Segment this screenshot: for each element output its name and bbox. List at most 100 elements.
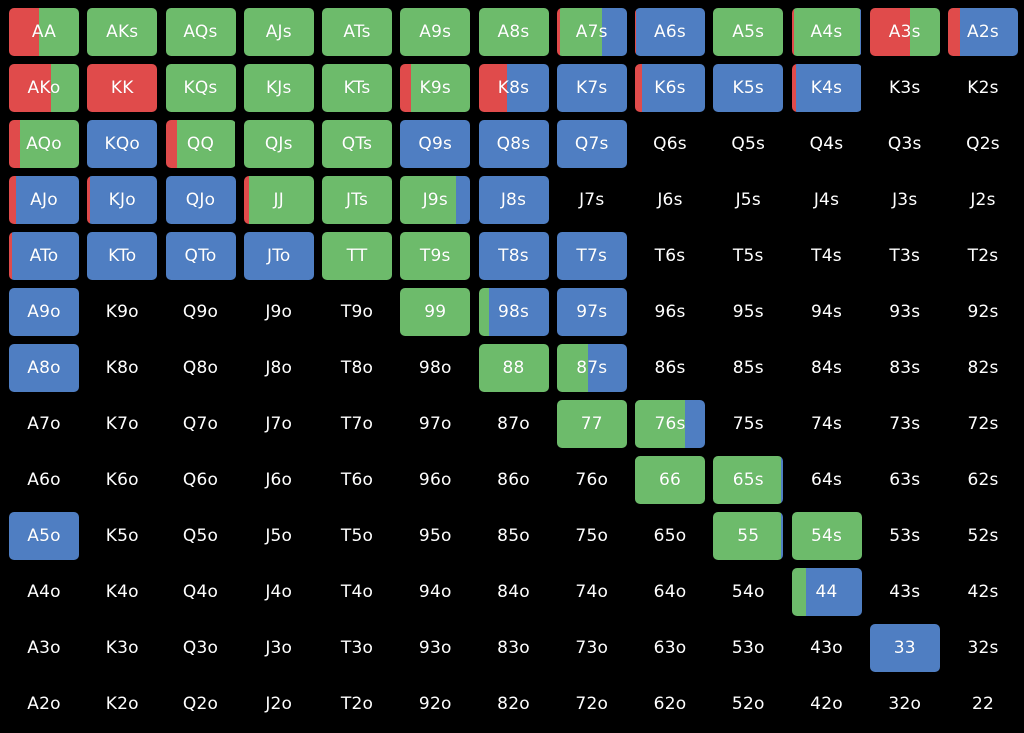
hand-cell-AA[interactable]: AA	[8, 7, 80, 57]
hand-cell-82s[interactable]: 82s	[947, 343, 1019, 393]
hand-cell-A4s[interactable]: A4s	[790, 7, 863, 57]
hand-cell-75s[interactable]: 75s	[712, 399, 785, 449]
hand-cell-KTs[interactable]: KTs	[321, 63, 393, 113]
hand-cell-Q9s[interactable]: Q9s	[399, 119, 472, 169]
hand-cell-A4o[interactable]: A4o	[8, 567, 80, 617]
hand-cell-65o[interactable]: 65o	[634, 511, 706, 561]
hand-cell-Q6o[interactable]: Q6o	[164, 455, 237, 505]
hand-cell-A6s[interactable]: A6s	[634, 7, 706, 57]
hand-cell-J5s[interactable]: J5s	[712, 175, 785, 225]
hand-cell-92s[interactable]: 92s	[947, 287, 1019, 337]
hand-cell-K6s[interactable]: K6s	[634, 63, 706, 113]
hand-cell-K7s[interactable]: K7s	[555, 63, 628, 113]
hand-cell-A3s[interactable]: A3s	[868, 7, 941, 57]
hand-cell-QJs[interactable]: QJs	[242, 119, 315, 169]
hand-cell-T2o[interactable]: T2o	[321, 679, 393, 729]
hand-cell-93s[interactable]: 93s	[868, 287, 941, 337]
hand-cell-K4s[interactable]: K4s	[790, 63, 863, 113]
hand-cell-83s[interactable]: 83s	[868, 343, 941, 393]
hand-cell-93o[interactable]: 93o	[399, 623, 472, 673]
hand-cell-TT[interactable]: TT	[321, 231, 393, 281]
hand-cell-64s[interactable]: 64s	[790, 455, 863, 505]
hand-cell-97o[interactable]: 97o	[399, 399, 472, 449]
hand-cell-A8s[interactable]: A8s	[477, 7, 550, 57]
hand-cell-KK[interactable]: KK	[86, 63, 159, 113]
hand-cell-85o[interactable]: 85o	[477, 511, 550, 561]
hand-cell-K2s[interactable]: K2s	[947, 63, 1019, 113]
hand-cell-AKs[interactable]: AKs	[86, 7, 159, 57]
hand-cell-JTs[interactable]: JTs	[321, 175, 393, 225]
hand-cell-T6o[interactable]: T6o	[321, 455, 393, 505]
hand-cell-AJo[interactable]: AJo	[8, 175, 80, 225]
hand-cell-J6s[interactable]: J6s	[634, 175, 706, 225]
hand-cell-K9s[interactable]: K9s	[399, 63, 472, 113]
hand-cell-K9o[interactable]: K9o	[86, 287, 159, 337]
hand-cell-JJ[interactable]: JJ	[242, 175, 315, 225]
hand-cell-42s[interactable]: 42s	[947, 567, 1019, 617]
hand-cell-K3o[interactable]: K3o	[86, 623, 159, 673]
hand-cell-Q4s[interactable]: Q4s	[790, 119, 863, 169]
hand-cell-K6o[interactable]: K6o	[86, 455, 159, 505]
hand-cell-T4s[interactable]: T4s	[790, 231, 863, 281]
hand-cell-53o[interactable]: 53o	[712, 623, 785, 673]
hand-cell-ATs[interactable]: ATs	[321, 7, 393, 57]
hand-cell-95s[interactable]: 95s	[712, 287, 785, 337]
hand-cell-K4o[interactable]: K4o	[86, 567, 159, 617]
hand-cell-32o[interactable]: 32o	[868, 679, 941, 729]
hand-cell-AJs[interactable]: AJs	[242, 7, 315, 57]
hand-cell-Q7s[interactable]: Q7s	[555, 119, 628, 169]
hand-cell-A5o[interactable]: A5o	[8, 511, 80, 561]
hand-cell-83o[interactable]: 83o	[477, 623, 550, 673]
hand-cell-A7o[interactable]: A7o	[8, 399, 80, 449]
hand-cell-T5s[interactable]: T5s	[712, 231, 785, 281]
hand-cell-A7s[interactable]: A7s	[555, 7, 628, 57]
hand-cell-J5o[interactable]: J5o	[242, 511, 315, 561]
hand-cell-75o[interactable]: 75o	[555, 511, 628, 561]
hand-cell-95o[interactable]: 95o	[399, 511, 472, 561]
hand-cell-A6o[interactable]: A6o	[8, 455, 80, 505]
hand-cell-84s[interactable]: 84s	[790, 343, 863, 393]
hand-cell-55[interactable]: 55	[712, 511, 785, 561]
hand-cell-J2o[interactable]: J2o	[242, 679, 315, 729]
hand-cell-22[interactable]: 22	[947, 679, 1019, 729]
hand-cell-73o[interactable]: 73o	[555, 623, 628, 673]
hand-cell-K5o[interactable]: K5o	[86, 511, 159, 561]
hand-cell-87s[interactable]: 87s	[555, 343, 628, 393]
hand-cell-QQ[interactable]: QQ	[164, 119, 237, 169]
hand-cell-43o[interactable]: 43o	[790, 623, 863, 673]
hand-cell-T8o[interactable]: T8o	[321, 343, 393, 393]
hand-cell-98o[interactable]: 98o	[399, 343, 472, 393]
hand-cell-Q5o[interactable]: Q5o	[164, 511, 237, 561]
hand-cell-J8s[interactable]: J8s	[477, 175, 550, 225]
hand-cell-87o[interactable]: 87o	[477, 399, 550, 449]
hand-cell-J8o[interactable]: J8o	[242, 343, 315, 393]
hand-cell-Q3o[interactable]: Q3o	[164, 623, 237, 673]
hand-cell-62o[interactable]: 62o	[634, 679, 706, 729]
hand-cell-76s[interactable]: 76s	[634, 399, 706, 449]
hand-cell-63o[interactable]: 63o	[634, 623, 706, 673]
hand-cell-73s[interactable]: 73s	[868, 399, 941, 449]
hand-cell-A2o[interactable]: A2o	[8, 679, 80, 729]
hand-cell-ATo[interactable]: ATo	[8, 231, 80, 281]
hand-cell-42o[interactable]: 42o	[790, 679, 863, 729]
hand-cell-63s[interactable]: 63s	[868, 455, 941, 505]
hand-cell-44[interactable]: 44	[790, 567, 863, 617]
hand-cell-K3s[interactable]: K3s	[868, 63, 941, 113]
hand-cell-52o[interactable]: 52o	[712, 679, 785, 729]
hand-cell-A5s[interactable]: A5s	[712, 7, 785, 57]
hand-cell-KJs[interactable]: KJs	[242, 63, 315, 113]
hand-cell-T4o[interactable]: T4o	[321, 567, 393, 617]
hand-cell-A3o[interactable]: A3o	[8, 623, 80, 673]
hand-cell-43s[interactable]: 43s	[868, 567, 941, 617]
hand-cell-T8s[interactable]: T8s	[477, 231, 550, 281]
hand-cell-JTo[interactable]: JTo	[242, 231, 315, 281]
hand-cell-QTo[interactable]: QTo	[164, 231, 237, 281]
hand-cell-J2s[interactable]: J2s	[947, 175, 1019, 225]
hand-cell-Q3s[interactable]: Q3s	[868, 119, 941, 169]
hand-cell-76o[interactable]: 76o	[555, 455, 628, 505]
hand-cell-A8o[interactable]: A8o	[8, 343, 80, 393]
hand-cell-Q6s[interactable]: Q6s	[634, 119, 706, 169]
hand-cell-Q9o[interactable]: Q9o	[164, 287, 237, 337]
hand-cell-Q2s[interactable]: Q2s	[947, 119, 1019, 169]
hand-cell-KQs[interactable]: KQs	[164, 63, 237, 113]
